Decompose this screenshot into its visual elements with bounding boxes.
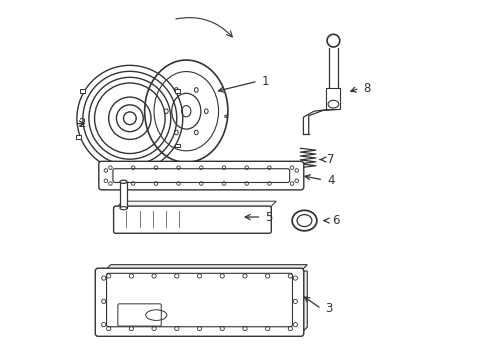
FancyBboxPatch shape [113, 169, 289, 183]
Polygon shape [116, 201, 276, 208]
Bar [174, 144, 179, 147]
Text: 1: 1 [262, 75, 269, 88]
Text: 8: 8 [363, 82, 370, 95]
FancyBboxPatch shape [99, 161, 303, 190]
FancyBboxPatch shape [106, 273, 292, 327]
Text: 2: 2 [78, 117, 86, 130]
Ellipse shape [120, 180, 127, 183]
Bar [80, 89, 85, 93]
FancyBboxPatch shape [95, 268, 303, 336]
Bar [76, 135, 81, 139]
Text: 5: 5 [265, 211, 272, 224]
Polygon shape [300, 271, 306, 333]
Text: 3: 3 [325, 302, 332, 315]
FancyBboxPatch shape [113, 206, 271, 233]
Text: 4: 4 [326, 174, 334, 186]
Text: 6: 6 [331, 214, 339, 227]
Circle shape [326, 34, 339, 47]
FancyBboxPatch shape [118, 304, 161, 326]
Bar [120, 182, 126, 208]
Ellipse shape [120, 207, 127, 210]
Bar [174, 89, 179, 93]
Text: 7: 7 [326, 153, 334, 166]
Bar [325, 88, 340, 109]
Polygon shape [104, 265, 306, 271]
